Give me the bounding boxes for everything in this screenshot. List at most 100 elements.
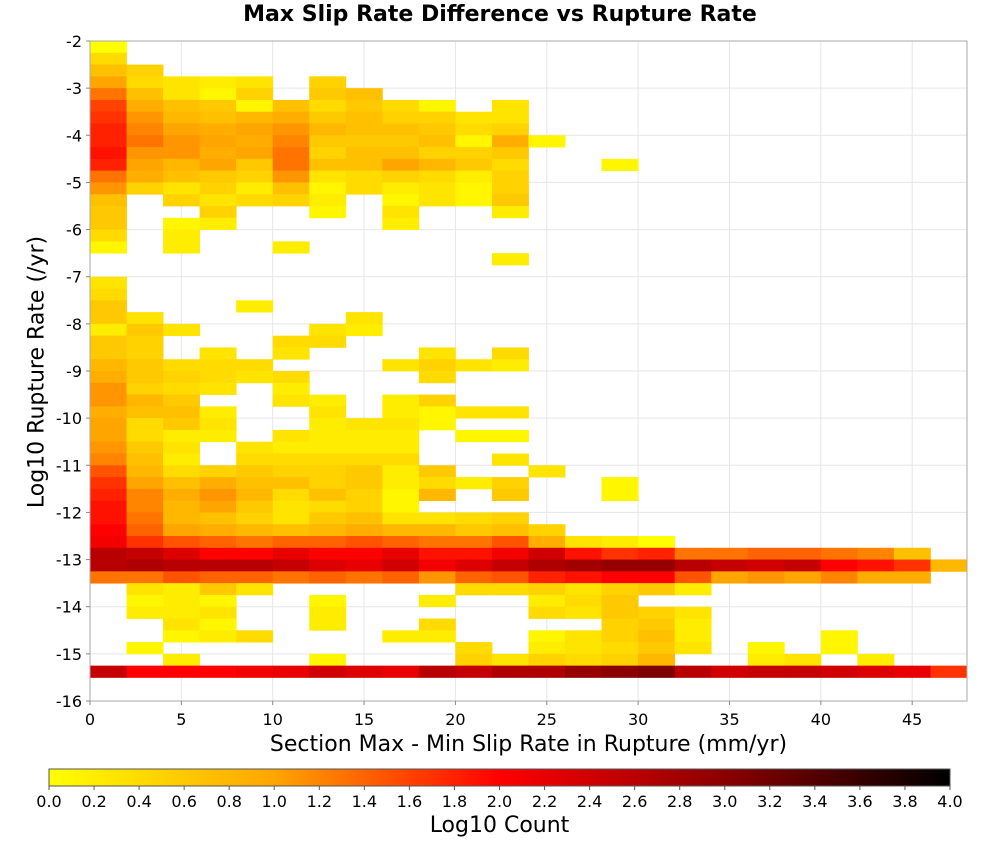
- heatmap-cell: [309, 665, 347, 678]
- heatmap-cell: [382, 394, 420, 407]
- heatmap-cell: [674, 559, 712, 572]
- heatmap-cell: [345, 477, 383, 490]
- heatmap-cell: [163, 229, 201, 242]
- heatmap-cell: [638, 618, 676, 631]
- heatmap-cell: [126, 465, 164, 478]
- heatmap-cell: [638, 606, 676, 619]
- heatmap-cell: [199, 111, 237, 124]
- heatmap-cell: [199, 406, 237, 419]
- heatmap-cell: [309, 429, 347, 443]
- heatmap-cell: [638, 665, 676, 678]
- heatmap-cell: [601, 547, 639, 560]
- heatmap-cell: [418, 158, 456, 172]
- heatmap-cell: [90, 194, 127, 207]
- heatmap-cell: [163, 429, 201, 443]
- heatmap-cell: [90, 111, 127, 124]
- heatmap-cell: [126, 512, 164, 525]
- heatmap-cell: [309, 323, 347, 337]
- heatmap-cell: [272, 99, 310, 113]
- heatmap-cell: [199, 135, 237, 148]
- heatmap-cell: [345, 536, 383, 549]
- heatmap-cell: [309, 99, 347, 113]
- heatmap-cell: [126, 312, 164, 325]
- heatmap-cell: [528, 653, 566, 667]
- y-tick-label: -16: [56, 692, 82, 711]
- heatmap-cell: [345, 111, 383, 124]
- heatmap-cell: [382, 182, 420, 195]
- heatmap-cell: [163, 382, 201, 395]
- heatmap-cell: [418, 111, 456, 124]
- heatmap-cell: [163, 111, 201, 124]
- heatmap-cell: [90, 182, 127, 195]
- x-tick-label: 0: [85, 710, 95, 729]
- y-tick-label: -13: [56, 551, 82, 570]
- heatmap-cell: [674, 630, 712, 643]
- heatmap-cell: [126, 135, 164, 148]
- colorbar-tick-label: 3.8: [892, 792, 917, 811]
- heatmap-cell: [272, 429, 310, 443]
- heatmap-cell: [857, 571, 895, 584]
- heatmap-cell: [345, 147, 383, 160]
- heatmap-cell: [455, 524, 493, 537]
- colorbar-tick-label: 3.6: [847, 792, 872, 811]
- heatmap-cell: [382, 512, 420, 525]
- heatmap-cell: [491, 429, 529, 443]
- heatmap-cell: [309, 559, 347, 572]
- heatmap-cell: [90, 323, 127, 337]
- heatmap-cell: [455, 512, 493, 525]
- colorbar-tick-label: 2.2: [532, 792, 557, 811]
- heatmap-cell: [236, 123, 274, 136]
- heatmap-cell: [236, 630, 274, 643]
- heatmap-cell: [382, 217, 420, 230]
- heatmap-cell: [90, 229, 127, 242]
- heatmap-cell: [126, 335, 164, 348]
- heatmap-cell: [491, 253, 529, 266]
- heatmap-cell: [126, 88, 164, 101]
- heatmap-cell: [126, 642, 164, 655]
- heatmap-cell: [345, 135, 383, 148]
- x-tick-label: 25: [537, 710, 557, 729]
- heatmap-cell: [90, 547, 127, 560]
- heatmap-cell: [455, 158, 493, 172]
- heatmap-cell: [199, 465, 237, 478]
- heatmap-cell: [491, 123, 529, 136]
- heatmap-cell: [345, 312, 383, 325]
- heatmap-cell: [382, 147, 420, 160]
- heatmap-cell: [345, 488, 383, 502]
- heatmap-cell: [638, 547, 676, 560]
- heatmap-cell: [90, 335, 127, 348]
- heatmap-cell: [272, 182, 310, 195]
- heatmap-cell: [528, 571, 566, 584]
- heatmap-cell: [163, 170, 201, 183]
- heatmap-cell: [491, 147, 529, 160]
- colorbar-tick-label: 2.4: [577, 792, 602, 811]
- heatmap-cell: [199, 170, 237, 183]
- colorbar-tick-label: 3.0: [712, 792, 737, 811]
- heatmap-cell: [163, 594, 201, 608]
- heatmap-cell: [491, 536, 529, 549]
- heatmap-cell: [163, 359, 201, 372]
- heatmap-cell: [163, 512, 201, 525]
- heatmap-cell: [126, 182, 164, 195]
- colorbar-tick-label: 2.8: [667, 792, 692, 811]
- heatmap-cell: [674, 571, 712, 584]
- heatmap-cell: [199, 371, 237, 384]
- heatmap-cell: [126, 99, 164, 113]
- heatmap-cell: [455, 653, 493, 667]
- heatmap-cell: [820, 547, 858, 560]
- heatmap-cell: [90, 453, 127, 466]
- y-tick-label: -3: [66, 79, 82, 98]
- heatmap-cell: [382, 429, 420, 443]
- heatmap-cell: [126, 606, 164, 619]
- heatmap-cell: [163, 323, 201, 337]
- heatmap-cell: [382, 158, 420, 172]
- heatmap-cell: [272, 170, 310, 183]
- heatmap-cell: [455, 559, 493, 572]
- heatmap-cell: [309, 441, 347, 454]
- heatmap-cell: [272, 123, 310, 136]
- heatmap-cell: [857, 547, 895, 560]
- heatmap-cell: [601, 665, 639, 678]
- heatmap-cell: [236, 441, 274, 454]
- heatmap-cell: [528, 559, 566, 572]
- heatmap-cell: [418, 630, 456, 643]
